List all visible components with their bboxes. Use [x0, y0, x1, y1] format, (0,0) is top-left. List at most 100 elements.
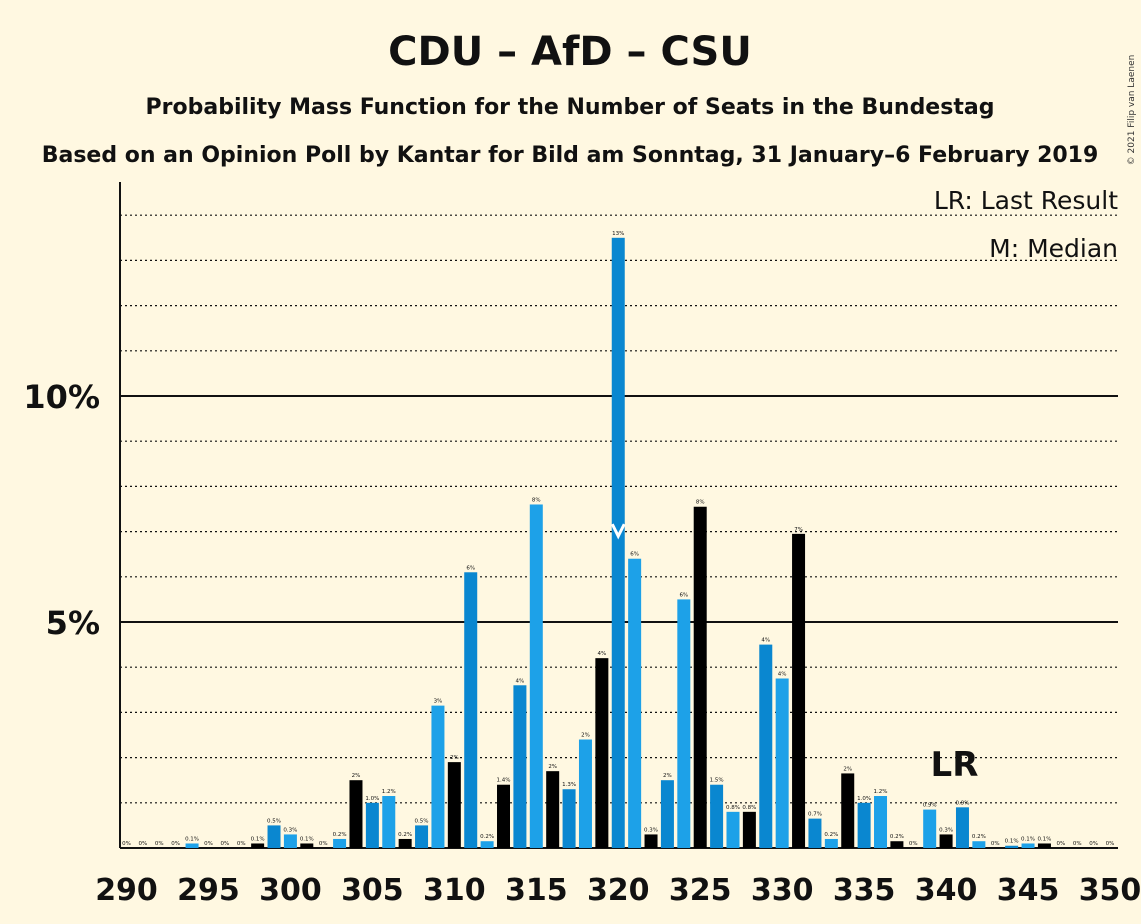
- bar-340: [939, 834, 953, 848]
- y-tick-label: 5%: [46, 604, 100, 642]
- bar-label-328: 0.8%: [742, 805, 756, 811]
- bar-331: [792, 533, 806, 848]
- bar-label-321: 6%: [630, 552, 639, 558]
- bar-312: [480, 841, 494, 848]
- x-tick-label: 295: [177, 873, 240, 908]
- bar-326: [710, 784, 724, 848]
- bar-label-348: 0%: [1073, 841, 1082, 847]
- bar-label-310: 2%: [450, 755, 459, 761]
- bar-324: [677, 599, 691, 848]
- bar-315: [529, 504, 543, 848]
- copyright-notice: © 2021 Filip van Laenen: [1127, 55, 1137, 166]
- bar-335: [857, 802, 871, 848]
- bar-307: [398, 838, 412, 848]
- bar-300: [283, 834, 297, 848]
- bar-311: [464, 572, 478, 848]
- bar-321: [628, 558, 642, 848]
- bar-label-297: 0%: [237, 841, 246, 847]
- bar-316: [546, 771, 560, 848]
- bar-344: [1005, 845, 1019, 848]
- bar-298: [251, 843, 265, 848]
- bar-336: [874, 796, 888, 848]
- bar-319: [595, 658, 609, 848]
- bar-label-325: 8%: [696, 500, 705, 506]
- bar-320: [611, 237, 625, 849]
- bar-labels: 0% 0% 0% 0%0.1%0% 0% 0%0.1%0.5%0.3%0.1%0%0.2%…: [122, 231, 1114, 847]
- x-tick-label: 300: [259, 873, 322, 908]
- x-tick-label: 350: [1079, 873, 1141, 908]
- bar-label-346: 0.1%: [1037, 836, 1051, 842]
- bar-299: [267, 825, 281, 848]
- legend-median: M: Median: [989, 234, 1118, 263]
- bar-306: [382, 796, 396, 848]
- bar-label-339: 0.9%: [923, 803, 937, 809]
- bar-318: [578, 739, 592, 848]
- legend-last-result: LR: Last Result: [934, 186, 1118, 215]
- bar-310: [447, 762, 461, 848]
- x-tick-label: 325: [669, 873, 732, 908]
- bar-330: [775, 678, 789, 848]
- bar-label-317: 1.3%: [562, 782, 576, 788]
- bar-313: [497, 784, 511, 848]
- bar-label-323: 2%: [663, 773, 672, 779]
- bar-label-305: 1.0%: [365, 796, 379, 802]
- x-tick-label: 290: [95, 873, 158, 908]
- bar-label-303: 0.2%: [333, 832, 347, 838]
- x-tick-label: 315: [505, 873, 568, 908]
- bar-label-304: 2%: [352, 773, 361, 779]
- bar-label-338: 0%: [909, 841, 918, 847]
- bar-label-340: 0.3%: [939, 827, 953, 833]
- bar-323: [660, 780, 674, 848]
- bar-label-311: 6%: [466, 565, 475, 571]
- bar-305: [365, 802, 379, 848]
- bar-328: [742, 811, 756, 848]
- bar-label-349: 0%: [1089, 841, 1098, 847]
- bar-label-319: 4%: [597, 651, 606, 657]
- bar-label-309: 3%: [434, 699, 443, 705]
- bar-339: [923, 809, 937, 848]
- last-result-marker: LR: [931, 745, 979, 785]
- bar-label-324: 6%: [679, 592, 688, 598]
- bar-label-307: 0.2%: [398, 832, 412, 838]
- bar-label-294: 0.1%: [185, 836, 199, 842]
- bar-label-301: 0.1%: [300, 836, 314, 842]
- bar-label-347: 0%: [1056, 841, 1065, 847]
- x-axis-ticks: 290 295 300 305 310 315 320 325 330 335 340 345 350: [95, 873, 1141, 908]
- bar-333: [824, 838, 838, 848]
- y-tick-label: 10%: [23, 378, 100, 416]
- bar-309: [431, 705, 445, 848]
- bar-label-345: 0.1%: [1021, 836, 1035, 842]
- bar-label-314: 4%: [516, 678, 525, 684]
- bar-337: [890, 841, 904, 848]
- bar-345: [1021, 843, 1035, 848]
- bars: [185, 237, 1051, 849]
- bar-label-322: 0.3%: [644, 827, 658, 833]
- bar-label-296: 0%: [220, 841, 229, 847]
- bar-label-292: 0%: [155, 841, 164, 847]
- bar-label-302: 0%: [319, 841, 328, 847]
- bar-346: [1037, 843, 1051, 848]
- bar-label-336: 1.2%: [874, 789, 888, 795]
- chart-title: CDU – AfD – CSU: [388, 29, 752, 75]
- x-tick-label: 340: [915, 873, 978, 908]
- bar-label-350: 0%: [1106, 841, 1115, 847]
- bar-label-330: 4%: [778, 672, 787, 678]
- bar-label-300: 0.3%: [283, 827, 297, 833]
- bar-294: [185, 843, 199, 848]
- bar-label-316: 2%: [548, 764, 557, 770]
- bar-label-334: 2%: [843, 766, 852, 772]
- bar-label-333: 0.2%: [824, 832, 838, 838]
- bar-label-335: 1.0%: [857, 796, 871, 802]
- bar-label-298: 0.1%: [251, 836, 265, 842]
- bar-label-320: 13%: [612, 231, 624, 237]
- bar-label-343: 0%: [991, 841, 1000, 847]
- y-axis-ticks: 5% 10%: [23, 378, 100, 642]
- bar-325: [693, 506, 707, 848]
- bar-322: [644, 834, 658, 848]
- bar-label-313: 1.4%: [497, 778, 511, 784]
- bar-label-299: 0.5%: [267, 818, 281, 824]
- bar-317: [562, 789, 576, 848]
- bar-label-295: 0%: [204, 841, 213, 847]
- bar-314: [513, 685, 527, 848]
